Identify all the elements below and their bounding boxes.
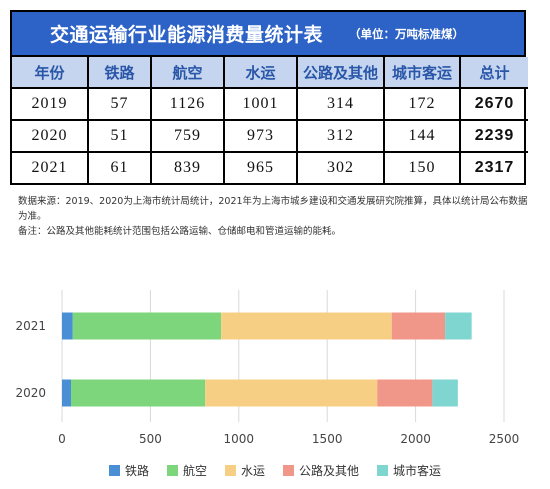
remark-note: 备注：公路及其他能耗统计范围包括公路运输、仓储邮电和管道运输的能耗。 — [18, 226, 342, 237]
header-cell: 水运 — [223, 57, 298, 89]
bar-segment — [221, 312, 392, 340]
legend-item: 公路及其他 — [283, 462, 359, 479]
table-cell: 973 — [223, 119, 298, 153]
stats-table-container: 交通运输行业能源消费量统计表 （单位：万吨标准煤） 年份 铁路 航空 水运 公路… — [10, 10, 528, 185]
table-total-cell: 2239 — [459, 119, 528, 153]
table-cell: 965 — [223, 151, 298, 183]
table-cell: 1001 — [223, 87, 298, 121]
legend-swatch — [108, 465, 120, 476]
legend-item: 城市客运 — [377, 462, 441, 479]
bar-segment — [445, 312, 472, 340]
stats-table: 年份 铁路 航空 水运 公路及其他 城市客运 总计 2019 57 1126 1… — [12, 57, 528, 183]
header-cell: 航空 — [150, 57, 225, 89]
legend-label: 城市客运 — [393, 464, 442, 478]
table-cell: 314 — [296, 87, 385, 121]
bar-segment — [432, 379, 458, 407]
x-tick-label: 1000 — [224, 432, 255, 446]
table-row: 2019 57 1126 1001 314 172 2670 — [12, 87, 528, 121]
table-unit: （单位：万吨标准煤） — [349, 26, 465, 41]
data-source-note: 数据来源：2019、2020为上海市统计局统计，2021年为上海市城乡建设和交通… — [18, 196, 528, 222]
table-cell: 51 — [87, 119, 152, 153]
table-cell: 2020 — [12, 119, 89, 153]
bar-segment — [62, 379, 72, 407]
table-cell: 312 — [296, 119, 385, 153]
bar-segment — [71, 379, 206, 407]
y-category-label: 2020 — [15, 386, 46, 400]
legend-swatch — [283, 465, 294, 476]
x-tick-label: 2000 — [400, 432, 431, 446]
table-cell: 2021 — [12, 151, 89, 183]
x-tick-label: 0 — [58, 432, 66, 446]
bar-segment — [377, 379, 433, 407]
table-header-row: 年份 铁路 航空 水运 公路及其他 城市客运 总计 — [12, 57, 528, 89]
x-tick-label: 1500 — [312, 432, 343, 446]
header-cell: 铁路 — [87, 57, 152, 89]
legend-swatch — [377, 465, 389, 476]
table-row: 2021 61 839 965 302 150 2317 — [12, 151, 528, 183]
table-row: 2020 51 759 973 312 144 2239 — [12, 119, 528, 153]
bar-segment — [391, 312, 446, 340]
table-cell: 2019 — [12, 87, 89, 121]
legend-swatch — [224, 465, 236, 476]
x-tick-label: 2500 — [489, 432, 520, 446]
header-cell: 城市客运 — [383, 57, 461, 89]
legend-item: 铁路 — [108, 462, 149, 479]
table-cell: 57 — [87, 87, 152, 121]
table-cell: 172 — [383, 87, 461, 121]
legend-label: 水运 — [240, 464, 265, 478]
y-category-label: 2021 — [15, 319, 46, 333]
bar-segment — [62, 312, 73, 340]
table-cell: 759 — [150, 119, 225, 153]
table-cell: 144 — [383, 119, 461, 153]
notes-block: 数据来源：2019、2020为上海市统计局统计，2021年为上海市城乡建设和交通… — [18, 194, 530, 239]
legend-item: 航空 — [166, 462, 207, 479]
chart-legend: 铁路 航空 水运 公路及其他 城市客运 — [0, 462, 550, 479]
table-cell: 839 — [150, 151, 225, 183]
table-cell: 1126 — [150, 87, 225, 121]
bar-segment — [205, 379, 378, 407]
header-cell: 总计 — [459, 57, 528, 89]
header-cell: 公路及其他 — [296, 57, 385, 89]
table-title: 交通运输行业能源消费量统计表 — [50, 24, 324, 46]
table-cell: 61 — [87, 151, 152, 183]
table-title-bar: 交通运输行业能源消费量统计表 （单位：万吨标准煤） — [12, 12, 524, 57]
table-cell: 302 — [296, 151, 385, 183]
legend-label: 航空 — [182, 464, 207, 478]
legend-label: 铁路 — [124, 464, 149, 478]
table-total-cell: 2317 — [459, 151, 528, 183]
legend-swatch — [166, 465, 178, 476]
table-cell: 150 — [383, 151, 461, 183]
header-cell: 年份 — [12, 57, 89, 89]
x-tick-label: 500 — [139, 432, 162, 446]
bar-segment — [72, 312, 222, 340]
legend-label: 公路及其他 — [299, 464, 360, 478]
legend-item: 水运 — [224, 462, 265, 479]
table-total-cell: 2670 — [459, 87, 528, 121]
